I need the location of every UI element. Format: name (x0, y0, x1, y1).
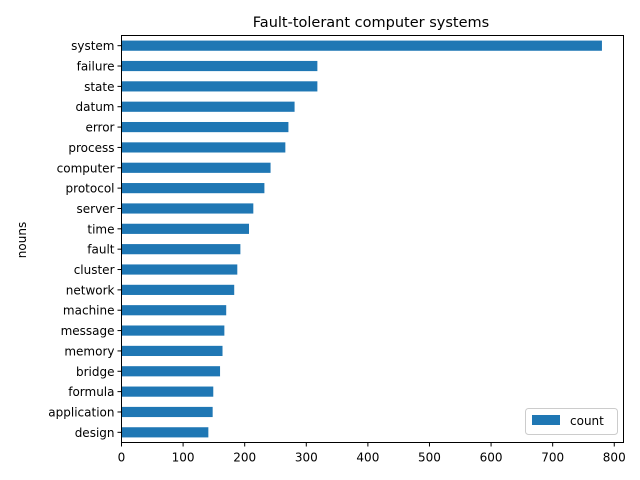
bars-group (121, 40, 602, 438)
bar-system (121, 40, 602, 51)
y-tick-label-cluster: cluster (74, 263, 115, 277)
y-tick-label-time: time (87, 222, 114, 236)
bar-process (121, 142, 286, 153)
y-tick-label-fault: fault (87, 243, 115, 257)
y-tick-label-datum: datum (76, 100, 115, 114)
bar-bridge (121, 366, 221, 377)
y-tick-label-network: network (66, 283, 115, 297)
bar-cluster (121, 264, 238, 275)
y-tick-label-computer: computer (57, 161, 115, 175)
x-tick-label-200: 200 (233, 451, 256, 465)
bar-fault (121, 244, 241, 255)
bar-protocol (121, 183, 265, 194)
y-tick-label-state: state (84, 80, 114, 94)
y-tick-label-machine: machine (63, 304, 115, 318)
plot-frame (121, 35, 624, 443)
legend-swatch (532, 415, 560, 425)
bar-design (121, 427, 209, 438)
y-tick-label-protocol: protocol (66, 182, 115, 196)
x-tick-label-800: 800 (603, 451, 626, 465)
y-tick-label-system: system (71, 39, 114, 53)
legend-label-count: count (570, 414, 604, 428)
y-tick-label-bridge: bridge (76, 365, 115, 379)
bar-application (121, 406, 213, 418)
y-tick-label-memory: memory (64, 344, 114, 358)
bar-time (121, 223, 250, 234)
x-tick-label-600: 600 (480, 451, 503, 465)
x-tick-label-0: 0 (118, 451, 126, 465)
x-tick-label-300: 300 (295, 451, 318, 465)
bar-server (121, 203, 254, 214)
x-tick-label-100: 100 (172, 451, 195, 465)
bar-formula (121, 386, 214, 397)
bar-memory (121, 345, 223, 357)
x-tick-label-700: 700 (541, 451, 564, 465)
bar-computer (121, 162, 271, 173)
y-tick-labels: system failure state datum error process compu… (48, 39, 122, 440)
x-tick-label-400: 400 (356, 451, 379, 465)
x-tick-label-500: 500 (418, 451, 441, 465)
x-tick-labels: 0 100 200 300 400 500 600 700 800 (118, 442, 626, 465)
y-tick-label-message: message (61, 324, 115, 338)
bar-message (121, 325, 225, 336)
chart-title: Fault-tolerant computer systems (253, 15, 489, 31)
y-tick-label-server: server (77, 202, 115, 216)
bar-error (121, 121, 289, 133)
y-tick-label-process: process (68, 141, 114, 155)
legend: count (525, 408, 618, 435)
bar-state (121, 81, 318, 92)
bar-datum (121, 101, 295, 112)
y-tick-label-failure: failure (77, 60, 115, 74)
y-tick-label-design: design (75, 426, 115, 440)
bar-failure (121, 60, 318, 72)
bar-machine (121, 305, 227, 316)
y-tick-label-error: error (85, 121, 114, 135)
y-tick-label-application: application (48, 405, 114, 419)
y-tick-label-formula: formula (68, 385, 114, 399)
y-axis-label: nouns (15, 222, 29, 258)
bar-network (121, 284, 235, 295)
